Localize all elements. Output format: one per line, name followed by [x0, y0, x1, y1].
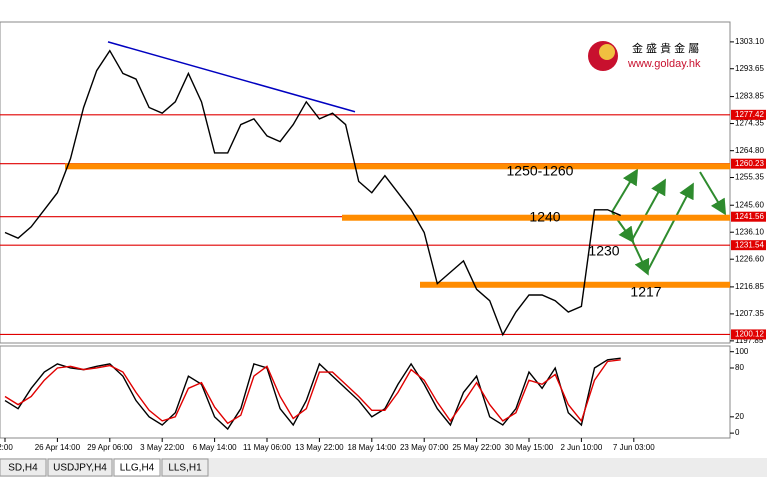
x-tick-label: 2 Jun 10:00	[560, 443, 602, 452]
trend-line	[107, 41, 356, 113]
tab[interactable]	[0, 458, 47, 477]
x-tick-label: 2:00	[0, 443, 13, 452]
y-tick-label: 1245.60	[735, 200, 764, 209]
level-label: 1241.56	[735, 212, 764, 221]
level-label-box	[731, 240, 766, 251]
level-label: 1200.12	[735, 330, 764, 339]
y-tick-label: 1226.60	[735, 254, 764, 263]
tab[interactable]	[113, 458, 161, 477]
y-tick-label: 1236.10	[735, 227, 764, 236]
x-tick-label: 26 Apr 14:00	[35, 443, 81, 452]
x-tick-label: 6 May 14:00	[193, 443, 238, 452]
tab[interactable]	[47, 458, 113, 477]
y-tick-label: 1274.35	[735, 119, 764, 128]
y-tick-label: 1283.85	[735, 92, 764, 101]
annotation: 1250-1260	[507, 163, 574, 179]
level-label-box	[731, 158, 766, 169]
y-tick-label: 1216.85	[735, 282, 764, 291]
tab-label[interactable]: LLS,H1	[168, 463, 202, 474]
y-tick-label: 1207.35	[735, 309, 764, 318]
annotation: 1230	[588, 243, 619, 259]
price-line	[4, 49, 621, 337]
zone-band	[420, 281, 730, 288]
y-tick-label: 1293.65	[735, 64, 764, 73]
annotation: 1240	[529, 209, 560, 225]
y-tick-label: 80	[735, 363, 744, 372]
zone-band	[65, 163, 730, 170]
tab-label[interactable]: LLG,H4	[120, 463, 155, 474]
x-tick-label: 30 May 15:00	[505, 443, 554, 452]
level-label: 1260.23	[735, 159, 764, 168]
price-frame	[0, 21, 731, 344]
logo-url: www.golday.hk	[627, 58, 701, 70]
annotation: 1217	[630, 284, 661, 300]
x-tick-label: 3 May 22:00	[140, 443, 185, 452]
x-tick-label: 23 May 07:00	[400, 443, 449, 452]
x-tick-label: 25 May 22:00	[452, 443, 501, 452]
logo-name: 金 盛 貴 金 屬	[632, 41, 699, 55]
x-tick-label: 13 May 22:00	[295, 443, 344, 452]
tab[interactable]	[161, 458, 209, 477]
x-tick-label: 11 May 06:00	[243, 443, 291, 452]
y-tick-label: 20	[735, 412, 744, 421]
y-tick-label: 0	[735, 428, 740, 437]
x-tick-label: 7 Jun 03:00	[613, 443, 655, 452]
y-tick-label: 1264.80	[735, 146, 764, 155]
x-tick-label: 29 Apr 06:00	[87, 443, 133, 452]
oscillator-frame	[0, 345, 731, 439]
forecast-arrows	[611, 168, 727, 276]
level-label-box	[731, 211, 766, 222]
logo: 金 盛 貴 金 屬 www.golday.hk	[588, 41, 701, 71]
tab-label[interactable]: SD,H4	[8, 463, 38, 474]
y-tick-label: 1197.85	[735, 336, 764, 345]
level-label-box	[731, 329, 766, 340]
x-tick-label: 18 May 14:00	[348, 443, 397, 452]
y-tick-label: 1303.10	[735, 37, 764, 46]
zone-band	[342, 214, 730, 221]
oscillator-line	[4, 359, 621, 425]
level-label: 1231.54	[735, 240, 764, 249]
level-label: 1277.42	[735, 110, 764, 119]
oscillator-line	[4, 357, 621, 431]
y-tick-label: 1255.35	[735, 173, 764, 182]
level-label-box	[731, 109, 766, 120]
tab-label[interactable]: USDJPY,H4	[53, 463, 107, 474]
y-tick-label: 100	[735, 347, 749, 356]
